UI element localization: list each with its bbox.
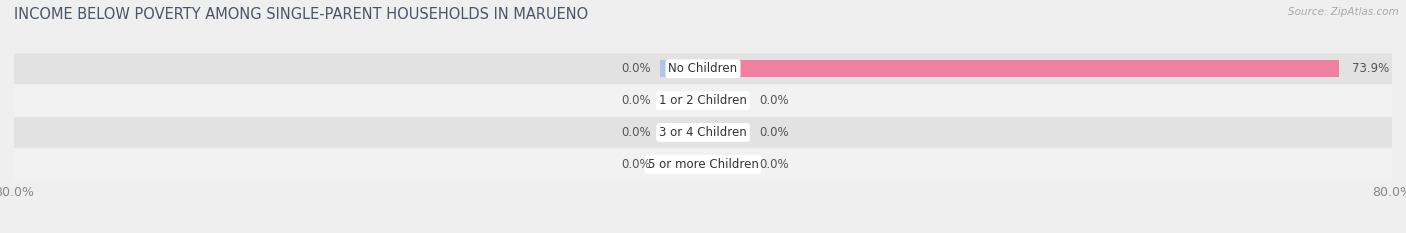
Text: 3 or 4 Children: 3 or 4 Children: [659, 126, 747, 139]
Bar: [703, 61, 1340, 77]
Text: 0.0%: 0.0%: [759, 158, 789, 171]
Text: 0.0%: 0.0%: [759, 94, 789, 107]
FancyBboxPatch shape: [14, 85, 1392, 116]
Bar: [659, 124, 703, 141]
Text: No Children: No Children: [668, 62, 738, 75]
Text: 0.0%: 0.0%: [759, 126, 789, 139]
Bar: [703, 92, 747, 109]
Text: 0.0%: 0.0%: [621, 94, 651, 107]
Text: Source: ZipAtlas.com: Source: ZipAtlas.com: [1288, 7, 1399, 17]
Bar: [659, 156, 703, 172]
Bar: [659, 61, 703, 77]
Bar: [703, 124, 747, 141]
Text: 73.9%: 73.9%: [1353, 62, 1389, 75]
Text: 0.0%: 0.0%: [621, 158, 651, 171]
Bar: [659, 92, 703, 109]
FancyBboxPatch shape: [14, 149, 1392, 179]
Text: 0.0%: 0.0%: [621, 62, 651, 75]
Text: 0.0%: 0.0%: [621, 126, 651, 139]
Text: 1 or 2 Children: 1 or 2 Children: [659, 94, 747, 107]
Text: 5 or more Children: 5 or more Children: [648, 158, 758, 171]
Bar: [703, 156, 747, 172]
Text: INCOME BELOW POVERTY AMONG SINGLE-PARENT HOUSEHOLDS IN MARUENO: INCOME BELOW POVERTY AMONG SINGLE-PARENT…: [14, 7, 588, 22]
FancyBboxPatch shape: [14, 54, 1392, 84]
FancyBboxPatch shape: [14, 117, 1392, 148]
